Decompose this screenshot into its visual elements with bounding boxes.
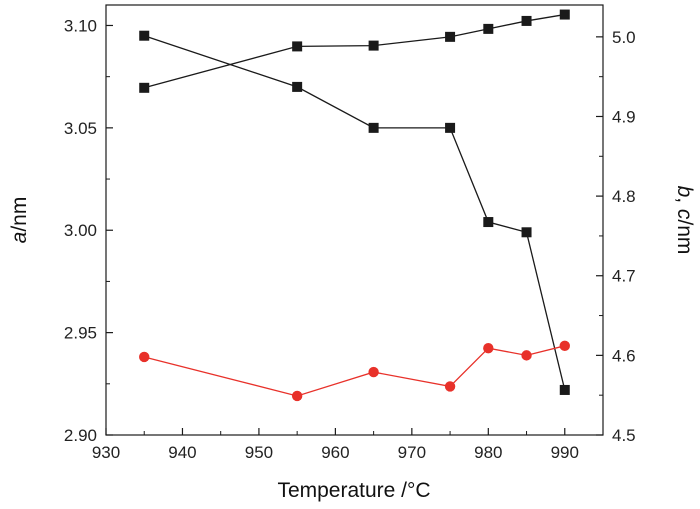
series-1-line	[144, 13, 565, 89]
series-1-point	[521, 15, 532, 26]
left-y-tick-label: 3.00	[64, 221, 97, 240]
x-tick-label: 990	[551, 443, 579, 462]
right-y-tick-label: 5.0	[612, 28, 636, 47]
plot-frame	[105, 4, 604, 436]
series-0-point	[559, 384, 570, 395]
series-2-point	[444, 381, 456, 392]
left-axis-title-unit: /nm	[8, 197, 31, 232]
left-y-tick-label: 2.90	[64, 426, 97, 445]
left-y-tick-label: 3.05	[64, 119, 97, 138]
series-1-point	[559, 9, 570, 20]
series-2-point	[521, 350, 532, 361]
series-0-point	[483, 217, 494, 228]
series-2-point	[368, 366, 379, 378]
series-2-line	[144, 345, 565, 397]
series-1-point	[445, 31, 456, 42]
series-0-point	[521, 227, 532, 238]
axis-ticks	[105, 24, 603, 436]
x-axis-title: Temperature /°C	[277, 479, 430, 502]
x-tick-label: 980	[474, 443, 502, 462]
x-tick-label: 950	[245, 443, 273, 462]
right-y-tick-label: 4.9	[612, 107, 636, 126]
series-1-point	[292, 41, 303, 52]
left-y-tick-label: 3.10	[64, 16, 97, 35]
left-y-tick-label: 2.95	[64, 324, 97, 343]
tick-labels: 930 940 950 960 970 980 990 2.90 2.95 3.00 3.05 3.1…	[64, 16, 636, 462]
x-tick-label: 970	[398, 443, 426, 462]
series-0-line	[144, 35, 566, 391]
series-2-point	[291, 390, 303, 402]
right-y-tick-label: 4.8	[612, 187, 636, 206]
x-tick-label: 930	[92, 443, 120, 462]
series-0-point	[445, 122, 456, 133]
left-axis-title: a/nm	[8, 197, 31, 244]
series-2-point	[483, 343, 494, 354]
series-0-point	[368, 122, 379, 133]
series-1-point	[368, 40, 379, 51]
right-axis-title-var-c: c	[673, 209, 696, 220]
right-axis-title-unit: /nm	[673, 219, 696, 254]
right-axis-title-sep: ,	[673, 197, 696, 209]
series-2-point	[139, 351, 150, 363]
right-y-tick-label: 4.5	[612, 426, 636, 445]
right-y-tick-label: 4.6	[612, 346, 636, 365]
x-tick-label: 940	[168, 443, 196, 462]
x-tick-label: 960	[321, 443, 349, 462]
right-axis-title: b, c/nm	[673, 186, 696, 255]
series-1-point	[483, 23, 494, 34]
series-1-point	[139, 82, 150, 93]
right-axis-title-var-b: b	[673, 186, 696, 198]
series-2-point	[559, 340, 570, 352]
series-layer	[139, 9, 570, 402]
series-0-point	[292, 81, 303, 92]
left-axis-title-variable: a	[8, 232, 31, 244]
series-0-point	[139, 30, 150, 41]
right-y-tick-label: 4.7	[612, 267, 636, 286]
